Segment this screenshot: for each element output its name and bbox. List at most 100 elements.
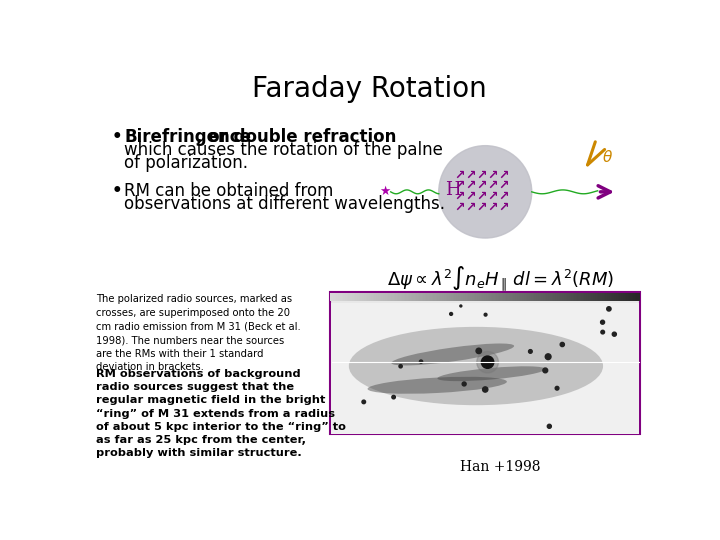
- Bar: [616, 294, 617, 301]
- Bar: [597, 294, 598, 301]
- Bar: [479, 294, 480, 301]
- Text: ↗: ↗: [454, 179, 465, 192]
- Bar: [561, 294, 562, 301]
- Text: The polarized radio sources, marked as
crosses, are superimposed onto the 20
cm : The polarized radio sources, marked as c…: [96, 294, 301, 372]
- Bar: [497, 294, 498, 301]
- Bar: [564, 294, 565, 301]
- Bar: [340, 294, 341, 301]
- Bar: [533, 294, 534, 301]
- Bar: [364, 294, 365, 301]
- Bar: [618, 294, 619, 301]
- Text: ↗: ↗: [487, 201, 498, 214]
- Bar: [567, 294, 568, 301]
- Bar: [512, 294, 513, 301]
- Bar: [422, 294, 423, 301]
- Bar: [432, 294, 433, 301]
- Circle shape: [399, 364, 402, 368]
- Text: ↗: ↗: [465, 179, 476, 192]
- Bar: [538, 294, 539, 301]
- Bar: [638, 294, 639, 301]
- Bar: [452, 294, 453, 301]
- Bar: [423, 294, 424, 301]
- Circle shape: [612, 332, 616, 336]
- Bar: [454, 294, 455, 301]
- Circle shape: [528, 349, 532, 353]
- Bar: [345, 294, 346, 301]
- Bar: [548, 294, 549, 301]
- Text: ↗: ↗: [476, 168, 487, 181]
- Bar: [532, 294, 533, 301]
- Bar: [449, 294, 451, 301]
- Circle shape: [607, 307, 611, 311]
- Bar: [477, 294, 478, 301]
- Ellipse shape: [367, 377, 507, 394]
- Bar: [576, 294, 577, 301]
- Bar: [401, 294, 402, 301]
- Bar: [357, 294, 358, 301]
- Bar: [376, 294, 377, 301]
- Bar: [546, 294, 547, 301]
- Bar: [436, 294, 437, 301]
- Bar: [408, 294, 409, 301]
- Bar: [417, 294, 418, 301]
- Bar: [552, 294, 553, 301]
- Bar: [531, 294, 532, 301]
- Bar: [562, 294, 563, 301]
- Bar: [625, 294, 626, 301]
- Circle shape: [462, 382, 466, 386]
- Bar: [587, 294, 588, 301]
- Bar: [353, 294, 354, 301]
- Bar: [551, 294, 552, 301]
- Text: ↗: ↗: [498, 179, 508, 192]
- Circle shape: [543, 368, 548, 373]
- Bar: [510, 294, 512, 301]
- Bar: [545, 294, 546, 301]
- Bar: [573, 294, 574, 301]
- Bar: [604, 294, 605, 301]
- Bar: [385, 294, 386, 301]
- Bar: [374, 294, 375, 301]
- Text: ↗: ↗: [487, 179, 498, 192]
- Bar: [487, 294, 488, 301]
- Text: Birefringence: Birefringence: [124, 128, 251, 146]
- Bar: [486, 294, 487, 301]
- Bar: [617, 294, 618, 301]
- Bar: [566, 294, 567, 301]
- Bar: [392, 294, 393, 301]
- Bar: [528, 294, 529, 301]
- Bar: [358, 294, 359, 301]
- Bar: [593, 294, 594, 301]
- Bar: [614, 294, 615, 301]
- Text: ↗: ↗: [476, 179, 487, 192]
- Bar: [451, 294, 452, 301]
- Bar: [540, 294, 541, 301]
- Bar: [503, 294, 504, 301]
- Bar: [413, 294, 414, 301]
- Bar: [554, 294, 555, 301]
- Bar: [516, 294, 517, 301]
- Bar: [405, 294, 406, 301]
- Bar: [480, 294, 481, 301]
- Bar: [632, 294, 634, 301]
- Bar: [502, 294, 503, 301]
- Text: ↗: ↗: [487, 168, 498, 181]
- Bar: [425, 294, 426, 301]
- Bar: [347, 294, 348, 301]
- Bar: [494, 294, 495, 301]
- Text: $\Delta\psi \propto \lambda^2 \int n_e H_{\parallel}\, dl = \lambda^2 (RM)$: $\Delta\psi \propto \lambda^2 \int n_e H…: [387, 265, 614, 293]
- Bar: [500, 294, 502, 301]
- Bar: [351, 294, 352, 301]
- Bar: [556, 294, 557, 301]
- Bar: [530, 294, 531, 301]
- Bar: [558, 294, 559, 301]
- Bar: [446, 294, 447, 301]
- Bar: [371, 294, 372, 301]
- Bar: [342, 294, 343, 301]
- Circle shape: [450, 313, 453, 315]
- Circle shape: [555, 387, 559, 390]
- Bar: [472, 294, 473, 301]
- Bar: [569, 294, 570, 301]
- Bar: [513, 294, 514, 301]
- Bar: [478, 294, 479, 301]
- Bar: [609, 294, 610, 301]
